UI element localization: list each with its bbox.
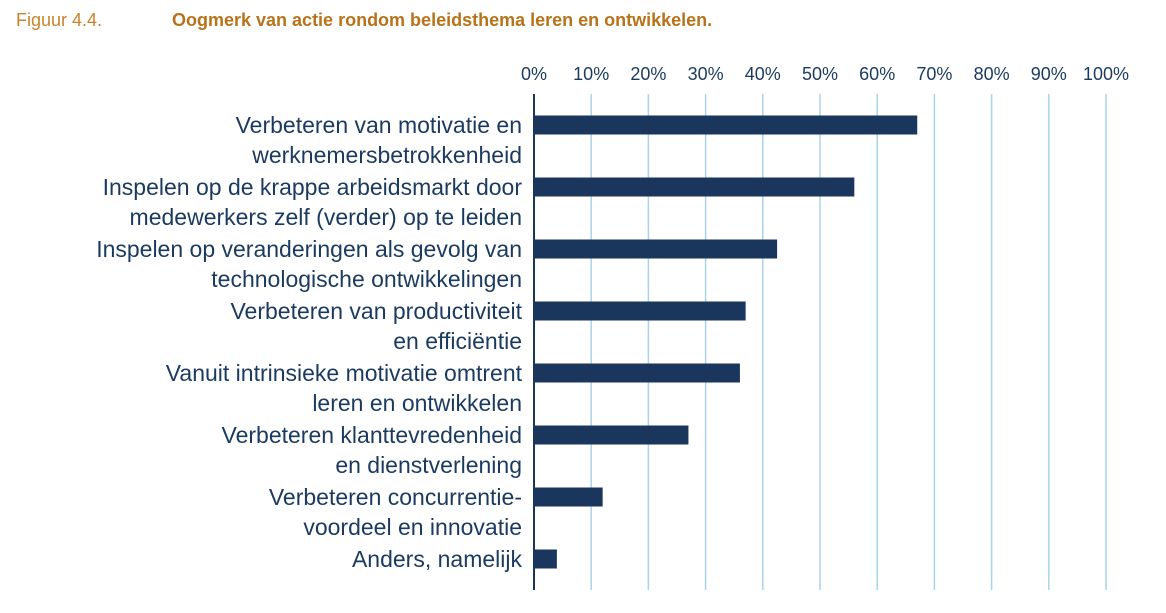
x-tick-label: 10% — [573, 64, 609, 84]
figure-title: Oogmerk van actie rondom beleidsthema le… — [172, 10, 713, 30]
category-label: en dienstverlening — [335, 452, 522, 478]
x-tick-label: 70% — [916, 64, 952, 84]
category-label: medewerkers zelf (verder) op te leiden — [130, 204, 522, 230]
category-label: Verbeteren klanttevredenheid — [222, 422, 523, 448]
category-label: Inspelen op veranderingen als gevolg van — [96, 236, 522, 262]
category-label: Anders, namelijk — [352, 546, 523, 572]
category-label: en efficiëntie — [393, 328, 522, 354]
x-tick-label: 40% — [745, 64, 781, 84]
bar — [534, 363, 740, 383]
figure-header: Figuur 4.4. Oogmerk van actie rondom bel… — [16, 10, 1146, 36]
category-label: leren en ontwikkelen — [312, 390, 522, 416]
bar — [534, 177, 855, 197]
x-tick-label: 20% — [630, 64, 666, 84]
bar — [534, 239, 778, 259]
x-tick-label: 100% — [1083, 64, 1129, 84]
category-label: werknemersbetrokkenheid — [251, 142, 522, 168]
x-tick-label: 90% — [1031, 64, 1067, 84]
x-tick-labels: 0% 10% 20% 30% 40% 50% 60% 70% 80% 90% 100% — [521, 64, 1129, 84]
x-tick-label: 50% — [802, 64, 838, 84]
gridlines — [590, 94, 1107, 590]
x-tick-label: 60% — [859, 64, 895, 84]
bar — [534, 487, 603, 507]
x-tick-label: 0% — [521, 64, 547, 84]
category-label: Verbeteren van productiviteit — [230, 298, 522, 324]
category-label: Inspelen op de krappe arbeidsmarkt door — [103, 174, 523, 200]
bars — [534, 115, 918, 569]
category-labels: Verbeteren van motivatie en werknemersbet… — [96, 112, 522, 572]
x-tick-label: 30% — [688, 64, 724, 84]
category-label: technologische ontwikkelingen — [211, 266, 522, 292]
bar — [534, 115, 918, 135]
x-tick-label: 80% — [974, 64, 1010, 84]
category-label: Verbeteren van motivatie en — [236, 112, 522, 138]
category-label: voordeel en innovatie — [303, 514, 522, 540]
category-label: Vanuit intrinsieke motivatie omtrent — [166, 360, 523, 386]
category-label: Verbeteren concurrentie- — [269, 484, 522, 510]
bar — [534, 425, 689, 445]
figure-number: Figuur 4.4. — [16, 10, 103, 30]
bar — [534, 549, 557, 569]
bar — [534, 301, 746, 321]
